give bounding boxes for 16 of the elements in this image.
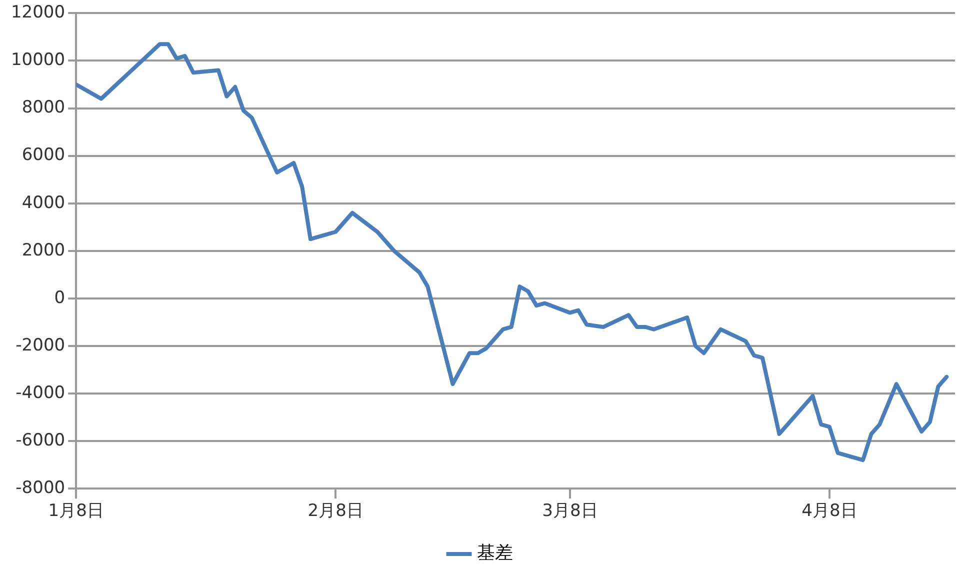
y-tick-label: -8000 [16, 478, 66, 498]
y-tick-label: -4000 [16, 382, 66, 403]
x-tick-label: 2月8日 [308, 501, 364, 522]
y-tick-label: 0 [54, 288, 66, 308]
y-tick-label: 2000 [22, 240, 66, 260]
x-tick-label: 1月8日 [48, 501, 104, 522]
y-tick-label: 8000 [22, 98, 66, 118]
y-tick-label: -2000 [16, 335, 66, 356]
y-tick-label: 6000 [22, 145, 66, 166]
y-tick-label: 4000 [22, 192, 66, 213]
y-tick-label: -6000 [16, 430, 66, 450]
legend-label: 基差 [477, 542, 513, 564]
y-tick-label: 12000 [10, 2, 66, 23]
x-tick-label: 4月8日 [802, 501, 858, 522]
y-tick-label: 10000 [10, 50, 66, 70]
x-tick-label: 3月8日 [542, 501, 598, 522]
